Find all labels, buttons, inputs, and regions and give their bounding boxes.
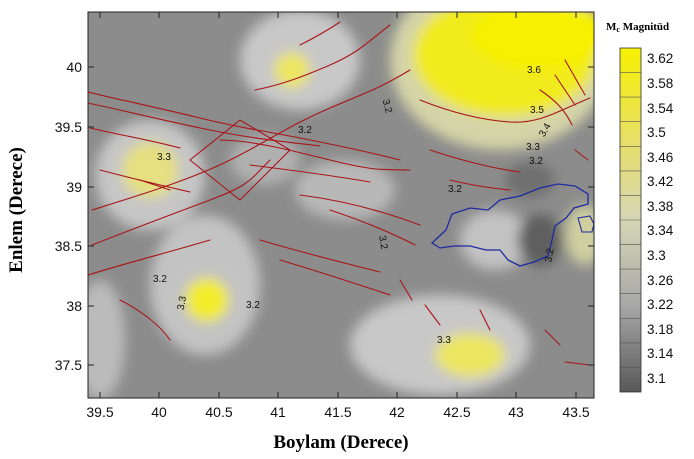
region-halo-southwest-edge [88, 280, 125, 398]
fault-lines [88, 21, 591, 366]
region-yellow-south [435, 333, 505, 377]
region-yellow-northeast-core [470, 12, 594, 70]
contour-label: 3.6 [527, 65, 541, 76]
region-halo-east-edge [565, 205, 594, 265]
x-tick-label: 43 [508, 404, 524, 420]
x-tick-label: 40.5 [205, 404, 232, 420]
contour-label: 3.2 [543, 247, 556, 263]
legend-level-label: 3.5 [647, 125, 666, 140]
x-tick-label: 41 [270, 404, 286, 420]
legend-separators [620, 72, 641, 368]
y-tick-label: 38 [66, 298, 82, 314]
region-dark-east-2 [505, 162, 555, 198]
contour-label: 3.3 [437, 335, 451, 346]
heatmap-field [88, 12, 594, 398]
y-tick-label: 39.5 [55, 119, 82, 135]
x-tick-labels: 39.5 40 40.5 41 41.5 42 42.5 43 43.5 [86, 404, 589, 420]
legend-level-label: 3.22 [647, 297, 673, 312]
lake-small-outline [577, 215, 594, 233]
legend-level-label: 3.26 [647, 273, 673, 288]
legend-level-label: 3.58 [647, 76, 673, 91]
x-tick-label: 41.5 [324, 404, 351, 420]
legend-level-label: 3.1 [647, 371, 666, 386]
contour-label: 3.3 [526, 142, 540, 153]
contour-labels: 3.6 3.5 3.4 3.3 3.2 3.2 3.2 3.3 3.2 3.2 … [153, 65, 557, 346]
x-tick-label: 39.5 [86, 404, 113, 420]
legend-level-label: 3.18 [647, 322, 673, 337]
x-tick-label: 42.5 [443, 404, 470, 420]
contour-label: 3.2 [298, 125, 312, 136]
legend-level-label: 3.42 [647, 174, 673, 189]
region-yellow-west [122, 142, 178, 198]
contour-label: 3.2 [376, 235, 389, 251]
contour-label: 3.3 [176, 295, 189, 311]
y-tick-label: 40 [66, 59, 82, 75]
contour-label: 3.3 [157, 152, 171, 163]
y-tick-labels: 40 39.5 39 38.5 38 37.5 [55, 59, 82, 373]
x-tick-label: 42 [389, 404, 405, 420]
region-halo-center [295, 160, 395, 220]
legend-title-rest: Magnitüd [620, 21, 669, 33]
legend-title-subscript: c [616, 25, 620, 34]
y-axis-title: Enlem (Derece) [6, 147, 27, 273]
y-tick-label: 38.5 [55, 238, 82, 254]
legend-level-label: 3.3 [647, 248, 666, 263]
contour-label: 3.2 [380, 98, 394, 115]
lake-van-outline [430, 183, 589, 267]
legend-title: Mc Magnitüd [606, 21, 669, 34]
region-yellow-southwest [185, 278, 229, 322]
legend-level-label: 3.54 [647, 101, 674, 116]
region-halo-center-2 [230, 135, 300, 185]
contour-label: 3.2 [153, 274, 167, 285]
contour-label: 3.5 [530, 105, 544, 116]
contour-label: 3.2 [246, 300, 260, 311]
heatmap-area: 3.6 3.5 3.4 3.3 3.2 3.2 3.2 3.3 3.2 3.2 … [88, 12, 594, 398]
contour-label: 3.2 [448, 184, 462, 195]
tick-marks [88, 12, 594, 398]
legend-title-m: M [606, 21, 617, 33]
legend-level-label: 3.14 [647, 346, 674, 361]
legend-level-label: 3.62 [647, 51, 673, 66]
legend-level-label: 3.38 [647, 199, 673, 214]
legend-level-label: 3.34 [647, 223, 674, 238]
region-yellow-north [274, 52, 310, 88]
x-tick-label: 40 [151, 404, 167, 420]
region-halo-east [460, 210, 530, 270]
legend: Mc Magnitüd 3.62 3.58 3.54 3.5 3.46 3.42… [606, 21, 674, 393]
plot-frame [87, 11, 595, 399]
x-tick-label: 43.5 [562, 404, 589, 420]
x-axis-title: Boylam (Derece) [273, 432, 408, 453]
contour-label: 3.2 [529, 156, 543, 167]
y-tick-label: 39 [66, 179, 82, 195]
y-tick-label: 37.5 [55, 357, 82, 373]
legend-level-label: 3.46 [647, 150, 673, 165]
region-dark-east [518, 214, 562, 266]
